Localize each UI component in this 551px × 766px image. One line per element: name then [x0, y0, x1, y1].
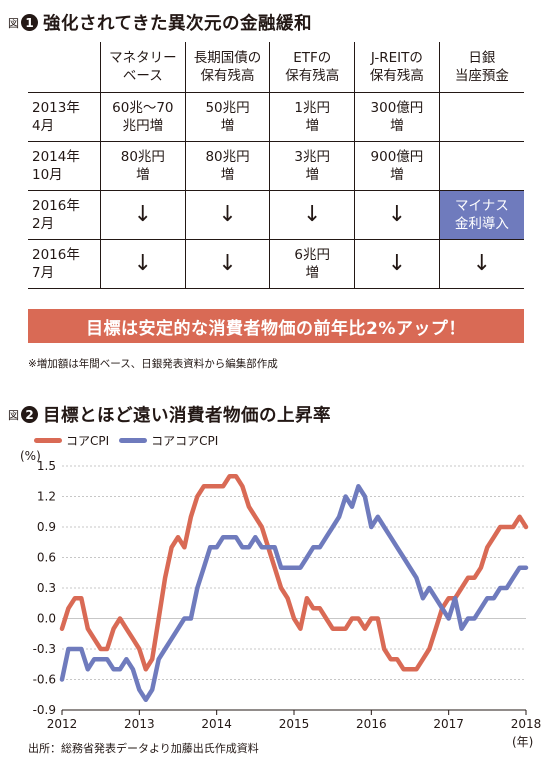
figure2-number-badge: 2: [21, 406, 38, 423]
x-tick-label: 2018: [511, 717, 542, 731]
arrow-down-icon: ↓: [184, 239, 271, 289]
legend-label: コアCPI: [66, 434, 110, 448]
table-row: 2016年 7月 ↓ ↓ 6兆円増 ↓ ↓: [28, 239, 524, 289]
y-tick-label: -0.3: [33, 642, 56, 656]
table-cell: 80兆円増: [100, 141, 186, 191]
arrow-down-icon: ↓: [184, 190, 271, 240]
x-tick-label: 2016: [356, 717, 387, 731]
arrow-down-icon: ↓: [438, 239, 524, 289]
table-row: 2013年 4月 60兆～70 兆円増 50兆円増 1兆円増 300億円増: [28, 92, 524, 142]
x-tick-label: 2015: [279, 717, 310, 731]
legend-item-core-core-cpi: コアコアCPI: [119, 432, 218, 449]
table-corner-cell: [28, 42, 101, 93]
table-header-cell: マネタリー ベース: [100, 42, 186, 93]
figure1-number-badge: 1: [21, 14, 38, 31]
legend-swatch: [119, 438, 148, 443]
figure1-prefix: 図: [8, 16, 19, 30]
figure2-title-text: 目標とほど遠い消費者物価の上昇率: [43, 406, 331, 426]
series-line-core-cpi: [59, 473, 529, 672]
table-cell: 300億円増: [354, 92, 440, 142]
row-label: 2016年 7月: [28, 239, 101, 289]
table-cell: [438, 141, 524, 191]
table-cell: 1兆円増: [269, 92, 356, 142]
figure2-prefix: 図: [8, 408, 19, 422]
arrow-down-icon: ↓: [354, 239, 440, 289]
y-axis-unit-label: (%): [20, 449, 41, 463]
table-note: ※増加額は年間ベース、日銀発表資料から編集部作成: [28, 358, 278, 370]
y-tick-label: 0.3: [37, 581, 56, 595]
y-tick-label: -0.6: [33, 673, 56, 687]
table-header-cell: ETFの 保有残高: [269, 42, 356, 93]
legend-item-core-cpi: コアCPI: [34, 432, 109, 449]
y-tick-label: 1.2: [37, 490, 56, 504]
table-header-cell: 日銀 当座預金: [438, 42, 524, 93]
arrow-down-icon: ↓: [100, 239, 186, 289]
table-header-cell: 長期国債の 保有残高: [184, 42, 271, 93]
table-cell: 80兆円増: [184, 141, 271, 191]
legend-swatch: [34, 438, 62, 443]
table-cell: 6兆円増: [269, 239, 356, 289]
x-tick-label: 2014: [201, 717, 232, 731]
table-cell: 50兆円増: [184, 92, 271, 142]
x-tick-label: 2012: [47, 717, 78, 731]
policy-table: マネタリー ベース 長期国債の 保有残高 ETFの 保有残高 J-REITの 保有残高 …: [28, 42, 524, 289]
y-tick-label: 0.9: [37, 520, 56, 534]
table-cell: 3兆円増: [269, 141, 356, 191]
chart-legend: コアCPI コアコアCPI: [34, 432, 228, 449]
y-tick-label: 0.6: [37, 551, 56, 565]
figure1-title: 図 1 強化されてきた異次元の金融緩和: [8, 10, 312, 35]
row-label: 2013年 4月: [28, 92, 101, 142]
table-row: 2016年 2月 ↓ ↓ ↓ ↓ マイナス 金利導入: [28, 190, 524, 240]
x-tick-label: 2013: [124, 717, 155, 731]
row-label: 2014年 10月: [28, 141, 101, 191]
legend-label: コアコアCPI: [151, 434, 219, 448]
table-row: 2014年 10月 80兆円増 80兆円増 3兆円増 900億円増: [28, 141, 524, 191]
arrow-down-icon: ↓: [100, 190, 186, 240]
table-header-row: マネタリー ベース 長期国債の 保有残高 ETFの 保有残高 J-REITの 保有残高 …: [28, 42, 524, 93]
y-tick-label: -0.9: [33, 703, 56, 717]
figure2-title: 図 2 目標とほど遠い消費者物価の上昇率: [8, 402, 331, 427]
y-tick-label: 0.0: [37, 612, 56, 626]
y-tick-label: 1.5: [37, 459, 56, 473]
arrow-down-icon: ↓: [354, 190, 440, 240]
x-axis-unit-label: (年): [512, 735, 533, 749]
target-banner: 目標は安定的な消費者物価の前年比2%アップ！: [28, 309, 524, 343]
row-label: 2016年 2月: [28, 190, 101, 240]
chart-source: 出所：総務省発表データより加藤出氏作成資料: [28, 742, 259, 755]
table-cell: 60兆～70 兆円増: [100, 92, 186, 142]
arrow-down-icon: ↓: [269, 190, 356, 240]
figure1-title-text: 強化されてきた異次元の金融緩和: [43, 14, 312, 34]
x-tick-label: 2017: [433, 717, 464, 731]
table-header-cell: J-REITの 保有残高: [354, 42, 440, 93]
negative-rate-highlight-cell: マイナス 金利導入: [438, 190, 524, 240]
table-cell: [438, 92, 524, 142]
series-line-core-core-cpi: [59, 484, 529, 703]
table-cell: 900億円増: [354, 141, 440, 191]
